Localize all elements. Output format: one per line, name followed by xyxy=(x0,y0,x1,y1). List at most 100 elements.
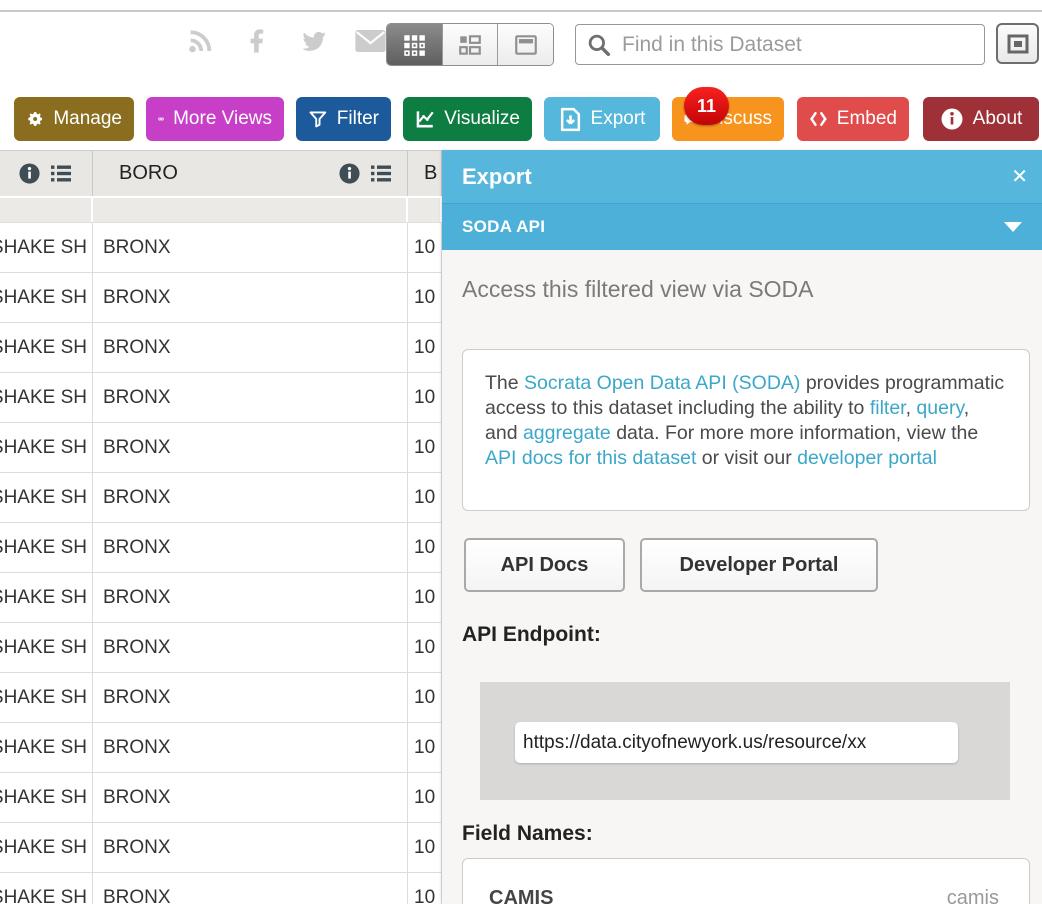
table-cell[interactable]: BRONX xyxy=(93,573,408,622)
fullscreen-button[interactable] xyxy=(996,23,1039,64)
table-cell[interactable]: BRONX xyxy=(93,323,408,372)
column-header-building[interactable]: B xyxy=(408,151,442,196)
chevron-down-icon[interactable] xyxy=(1004,222,1022,232)
table-cell[interactable]: SHAKE SH xyxy=(0,623,93,672)
table-cell[interactable]: SHAKE SH xyxy=(0,223,93,272)
table-cell[interactable]: 10 xyxy=(408,373,442,422)
table-cell[interactable]: SHAKE SH xyxy=(0,273,93,322)
table-cell[interactable]: SHAKE SH xyxy=(0,473,93,522)
table-row[interactable]: SHAKE SH BRONX 10 xyxy=(0,223,442,273)
table-cell[interactable]: BRONX xyxy=(93,523,408,572)
grid-view-button[interactable] xyxy=(387,24,443,65)
table-cell[interactable]: 10 xyxy=(408,823,442,872)
card-view-button[interactable] xyxy=(442,24,499,65)
table-cell[interactable]: 10 xyxy=(408,323,442,372)
table-cell[interactable]: BRONX xyxy=(93,223,408,272)
page-view-button[interactable] xyxy=(498,24,553,65)
inline-link[interactable]: API docs for this dataset xyxy=(485,447,697,469)
rss-icon[interactable] xyxy=(183,24,216,57)
inline-link[interactable]: filter xyxy=(869,397,906,419)
table-row[interactable]: SHAKE SH BRONX 10 xyxy=(0,873,442,904)
table-cell[interactable]: 10 xyxy=(408,723,442,772)
table-row[interactable]: SHAKE SH BRONX 10 xyxy=(0,423,442,473)
table-row[interactable]: SHAKE SH BRONX 10 xyxy=(0,373,442,423)
manage-button[interactable]: Manage xyxy=(14,97,134,141)
table-cell[interactable]: SHAKE SH xyxy=(0,523,93,572)
search-input[interactable] xyxy=(620,31,974,58)
table-row[interactable]: SHAKE SH BRONX 10 xyxy=(0,623,442,673)
table-cell[interactable]: 10 xyxy=(408,873,442,904)
filter-button[interactable]: Filter xyxy=(296,97,391,141)
table-cell[interactable]: 10 xyxy=(408,223,442,272)
table-cell[interactable]: BRONX xyxy=(93,823,408,872)
inline-link[interactable]: aggregate xyxy=(522,422,611,444)
developer-portal-button[interactable]: Developer Portal xyxy=(640,538,878,592)
table-cell[interactable]: SHAKE SH xyxy=(0,773,93,822)
table-cell[interactable]: SHAKE SH xyxy=(0,823,93,872)
embed-button[interactable]: Embed xyxy=(797,97,909,141)
twitter-icon[interactable] xyxy=(297,24,330,57)
table-cell[interactable]: 10 xyxy=(408,673,442,722)
about-label: About xyxy=(972,108,1023,129)
api-endpoint-box xyxy=(480,682,1010,800)
table-cell[interactable]: 10 xyxy=(408,623,442,672)
table-cell[interactable]: BRONX xyxy=(93,473,408,522)
view-mode-toggle xyxy=(386,23,554,66)
table-cell[interactable]: 10 xyxy=(408,523,442,572)
export-button[interactable]: Export xyxy=(544,97,660,141)
table-row[interactable]: SHAKE SH BRONX 10 xyxy=(0,323,442,373)
table-cell[interactable]: BRONX xyxy=(93,673,408,722)
info-icon[interactable] xyxy=(18,162,41,185)
gear-icon xyxy=(28,112,43,126)
table-cell[interactable]: 10 xyxy=(408,473,442,522)
table-cell[interactable]: BRONX xyxy=(93,273,408,322)
table-cell[interactable]: SHAKE SH xyxy=(0,723,93,772)
table-cell[interactable]: SHAKE SH xyxy=(0,373,93,422)
info-text: or visit our xyxy=(696,447,798,469)
inline-link[interactable]: developer portal xyxy=(797,447,937,469)
info-icon[interactable] xyxy=(338,162,361,185)
table-cell[interactable]: 10 xyxy=(408,773,442,822)
visualize-button[interactable]: Visualize xyxy=(403,97,532,141)
table-cell[interactable]: 10 xyxy=(408,273,442,322)
table-cell[interactable]: SHAKE SH xyxy=(0,573,93,622)
table-cell[interactable]: SHAKE SH xyxy=(0,873,93,904)
table-cell[interactable]: BRONX xyxy=(93,773,408,822)
table-row[interactable]: SHAKE SH BRONX 10 xyxy=(0,823,442,873)
column-menu-icon[interactable] xyxy=(49,163,73,184)
table-cell[interactable]: 10 xyxy=(408,423,442,472)
table-row[interactable]: SHAKE SH BRONX 10 xyxy=(0,723,442,773)
table-row[interactable]: SHAKE SH BRONX 10 xyxy=(0,573,442,623)
table-cell[interactable]: BRONX xyxy=(93,723,408,772)
table-cell[interactable]: 10 xyxy=(408,573,442,622)
email-icon[interactable] xyxy=(354,24,387,57)
table-cell[interactable]: SHAKE SH xyxy=(0,323,93,372)
table-row[interactable]: SHAKE SH BRONX 10 xyxy=(0,523,442,573)
table-cell[interactable]: BRONX xyxy=(93,873,408,904)
table-cell[interactable]: BRONX xyxy=(93,373,408,422)
blank-cell xyxy=(0,198,93,222)
field-api-name: camis xyxy=(946,887,999,904)
soda-api-section-header[interactable]: SODA API xyxy=(442,203,1042,250)
inline-link[interactable]: Socrata Open Data API (SODA) xyxy=(524,372,801,394)
table-row[interactable]: SHAKE SH BRONX 10 xyxy=(0,773,442,823)
facebook-icon[interactable] xyxy=(240,24,273,57)
discuss-count-badge[interactable]: 11 xyxy=(684,87,729,125)
more-views-button[interactable]: More Views xyxy=(146,97,284,141)
table-row[interactable]: SHAKE SH BRONX 10 xyxy=(0,273,442,323)
table-cell[interactable]: BRONX xyxy=(93,623,408,672)
column-header-dba[interactable] xyxy=(0,151,93,196)
api-docs-button[interactable]: API Docs xyxy=(464,538,625,592)
table-cell[interactable]: SHAKE SH xyxy=(0,673,93,722)
table-row[interactable]: SHAKE SH BRONX 10 xyxy=(0,473,442,523)
close-icon[interactable]: ✕ xyxy=(1011,166,1028,188)
table-row[interactable]: SHAKE SH BRONX 10 xyxy=(0,673,442,723)
api-endpoint-input[interactable] xyxy=(515,722,958,763)
inline-link[interactable]: query xyxy=(916,397,964,419)
column-menu-icon[interactable] xyxy=(369,163,393,184)
table-cell[interactable]: BRONX xyxy=(93,423,408,472)
column-header-boro[interactable]: BORO xyxy=(93,151,408,196)
export-panel-header: Export ✕ xyxy=(442,150,1042,203)
table-cell[interactable]: SHAKE SH xyxy=(0,423,93,472)
about-button[interactable]: About xyxy=(923,97,1039,141)
